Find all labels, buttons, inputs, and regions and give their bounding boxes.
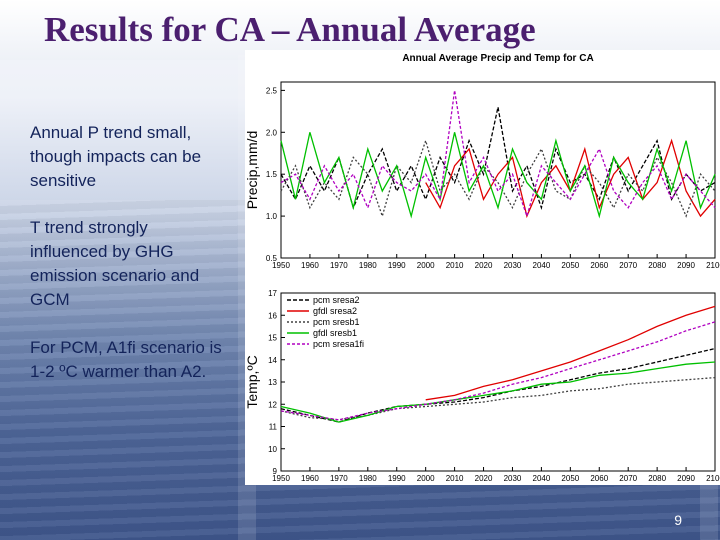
y-tick-label: 14 (268, 356, 277, 365)
chart-title: Annual Average Precip and Temp for CA (402, 53, 593, 64)
x-tick-label: 1950 (272, 261, 290, 270)
x-tick-label: 2080 (648, 474, 666, 483)
y-tick-label: 11 (269, 423, 278, 432)
series-line-pcm-sresb1 (280, 376, 716, 421)
legend-label: pcm sresb1 (313, 317, 360, 327)
y-tick-label: 1.5 (266, 170, 278, 179)
x-tick-label: 1960 (301, 474, 319, 483)
x-tick-label: 1990 (388, 474, 406, 483)
x-tick-label: 2020 (475, 261, 493, 270)
x-tick-label: 2010 (446, 261, 464, 270)
legend-label: pcm sresa2 (313, 295, 360, 305)
y-tick-label: 9 (273, 467, 278, 476)
x-tick-label: 2020 (475, 474, 493, 483)
bullet-precip-trend: Annual P trend small, though impacts can… (30, 123, 202, 190)
legend-label: pcm sresa1fi (313, 339, 364, 349)
x-tick-label: 2050 (561, 474, 579, 483)
series-line-gfdl-sresb1 (280, 132, 716, 219)
x-tick-label: 1970 (330, 474, 348, 483)
x-tick-label: 1950 (272, 474, 290, 483)
x-tick-label: 2000 (417, 261, 435, 270)
legend-label: gfdl sresa2 (313, 306, 357, 316)
climate-figure: Annual Average Precip and Temp for CA 195… (245, 50, 720, 485)
x-tick-label: 2080 (648, 261, 666, 270)
series-line-gfdl-sresa2 (425, 138, 716, 219)
bullet-pcm-a1fi: For PCM, A1fi scenario is 1-2 ºC warmer … (30, 338, 222, 381)
series-line-pcm-sresa2 (280, 106, 716, 210)
y-tick-label: 2.0 (266, 128, 278, 137)
x-tick-label: 2040 (533, 261, 551, 270)
y-tick-label: 12 (268, 400, 277, 409)
chart-canvas: Annual Average Precip and Temp for CA 195… (245, 53, 720, 483)
x-tick-label: 2070 (619, 261, 637, 270)
x-tick-label: 2000 (417, 474, 435, 483)
x-tick-label: 1990 (388, 261, 406, 270)
slide-number: 9 (674, 512, 682, 528)
series-line-pcm-sresb1 (280, 138, 716, 219)
y-tick-label: 15 (268, 334, 277, 343)
x-tick-label: 2010 (446, 474, 464, 483)
x-tick-label: 1970 (330, 261, 348, 270)
series-line-gfdl-sresa2 (425, 305, 716, 401)
y-tick-label: 1.0 (266, 212, 278, 221)
x-tick-label: 1980 (359, 474, 377, 483)
y-tick-label: 13 (268, 378, 277, 387)
x-tick-label: 1960 (301, 261, 319, 270)
x-tick-label: 2060 (590, 474, 608, 483)
slide-title: Results for CA – Annual Average (44, 10, 536, 49)
bullet-temp-trend: T trend strongly influenced by GHG emiss… (30, 218, 200, 309)
series-line-pcm-sresa2 (280, 347, 716, 423)
y-tick-label: 16 (268, 311, 277, 320)
x-tick-label: 2060 (590, 261, 608, 270)
y-tick-label: 17 (268, 289, 277, 298)
y-axis-label: Precip,mm/d (245, 131, 260, 210)
y-axis-label: Temp,ºC (245, 355, 260, 408)
y-tick-label: 0.5 (266, 254, 278, 263)
x-tick-label: 2090 (677, 261, 695, 270)
x-tick-label: 2070 (619, 474, 637, 483)
y-tick-label: 10 (268, 445, 277, 454)
x-tick-label: 2050 (561, 261, 579, 270)
y-tick-label: 2.5 (266, 86, 278, 95)
legend-label: gfdl sresb1 (313, 328, 357, 338)
plot-frame (280, 81, 716, 259)
x-tick-label: 2030 (504, 474, 522, 483)
x-tick-label: 1980 (359, 261, 377, 270)
x-tick-label: 2090 (677, 474, 695, 483)
series-line-gfdl-sresb1 (280, 361, 716, 423)
x-tick-label: 2040 (533, 474, 551, 483)
x-tick-label: 2030 (504, 261, 522, 270)
series-line-pcm-sresa1fi (280, 321, 716, 421)
